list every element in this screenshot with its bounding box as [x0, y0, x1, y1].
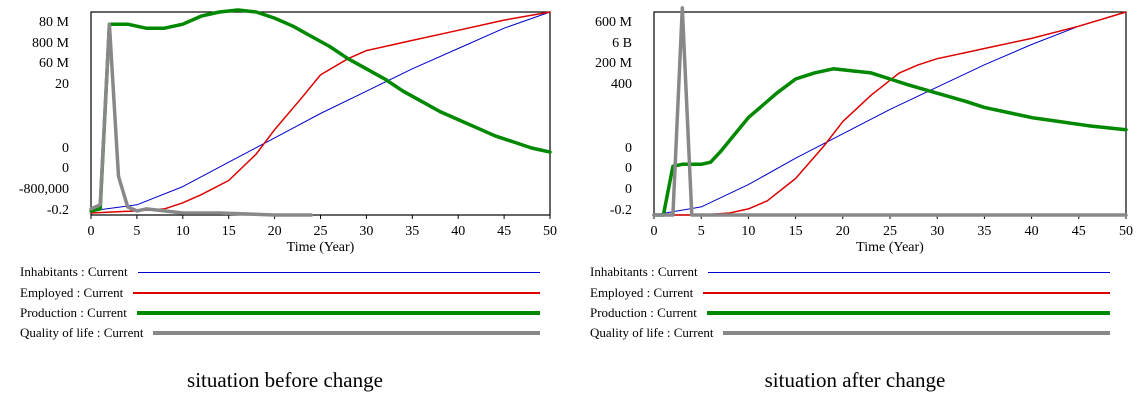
- series-line: [89, 22, 314, 217]
- legend-label: Quality of life : Current: [590, 325, 714, 340]
- series-line: [652, 6, 1128, 217]
- x-tick-label: 25: [883, 224, 897, 239]
- x-tick-label: 50: [543, 224, 557, 239]
- x-axis-label: Time (Year): [287, 240, 355, 255]
- x-tick-label: 0: [88, 224, 95, 239]
- x-tick-label: 10: [176, 224, 190, 239]
- x-tick-label: 40: [1025, 224, 1039, 239]
- y-tick-label: 20: [55, 77, 69, 92]
- legend-swatch: [136, 311, 540, 315]
- chart-panel-before: 80 M 800 M 60 M 20 0 0 -800,000 -0.2 0 5 10 15 20 25 3…: [19, 8, 557, 392]
- chart-panel-after: 600 M 6 B 200 M 400 0 0 0 -0.2 0 5 10 15 20 25 30 35 40 4…: [570, 0, 1140, 407]
- x-tick-label: 10: [741, 224, 755, 239]
- x-tick-label: 45: [497, 224, 511, 239]
- legend-swatch: [137, 271, 540, 273]
- x-tick-label: 15: [789, 224, 803, 239]
- x-tick-label: 30: [359, 224, 373, 239]
- series-line: [90, 11, 551, 212]
- y-tick-label: 0: [625, 141, 632, 156]
- legend-after: Inhabitants : Current Employed : Current P…: [590, 262, 1110, 352]
- y-tick-label: 0: [62, 161, 69, 176]
- legend-item: Employed : Current: [20, 283, 540, 303]
- y-tick-label: 60 M: [39, 56, 70, 71]
- x-tick-label: 20: [836, 224, 850, 239]
- chart-caption-before: situation before change: [187, 368, 383, 392]
- legend-swatch: [706, 311, 1110, 315]
- legend-swatch: [133, 292, 540, 294]
- legend-item: Quality of life : Current: [20, 323, 540, 343]
- y-tick-label: 6 B: [612, 36, 632, 51]
- y-tick-label: 0: [625, 182, 632, 197]
- x-tick-label: 50: [1119, 224, 1133, 239]
- x-tick-label: 35: [405, 224, 419, 239]
- x-tick-label: 15: [222, 224, 236, 239]
- chart-caption-after: situation after change: [764, 368, 946, 392]
- series-line: [652, 67, 1128, 217]
- x-tick-label: 25: [314, 224, 328, 239]
- legend-item: Production : Current: [590, 303, 1110, 323]
- y-tick-label: 800 M: [32, 36, 70, 51]
- x-tick-label: 45: [1072, 224, 1086, 239]
- x-tick-label: 35: [977, 224, 991, 239]
- legend-item: Employed : Current: [590, 283, 1110, 303]
- legend-label: Production : Current: [590, 305, 697, 320]
- legend-swatch: [723, 331, 1110, 335]
- x-tick-label: 0: [651, 224, 658, 239]
- legend-label: Inhabitants : Current: [20, 264, 128, 279]
- line-chart-after: 600 M 6 B 200 M 400 0 0 0 -0.2 0 5 10 15 20 25 30 35 40 4…: [595, 6, 1133, 255]
- y-tick-label: -0.2: [47, 203, 69, 218]
- legend-before: Inhabitants : Current Employed : Current P…: [20, 262, 540, 352]
- legend-swatch: [153, 331, 540, 335]
- x-axis-label: Time (Year): [856, 240, 924, 255]
- y-tick-label: 200 M: [595, 56, 633, 71]
- y-tick-label: 600 M: [595, 15, 633, 30]
- y-tick-label: -800,000: [19, 182, 69, 197]
- legend-label: Employed : Current: [20, 285, 124, 300]
- legend-item: Production : Current: [20, 303, 540, 323]
- legend-swatch: [707, 271, 1110, 273]
- x-tick-label: 20: [268, 224, 282, 239]
- y-tick-label: 0: [62, 141, 69, 156]
- y-tick-label: 0: [625, 161, 632, 176]
- legend-item: Inhabitants : Current: [20, 262, 540, 282]
- legend-item: Quality of life : Current: [590, 323, 1110, 343]
- legend-label: Inhabitants : Current: [590, 264, 698, 279]
- series-line: [89, 8, 552, 213]
- plot-frame: [653, 11, 1127, 216]
- x-tick-label: 5: [133, 224, 140, 239]
- legend-label: Employed : Current: [590, 285, 694, 300]
- y-tick-label: -0.2: [610, 203, 632, 218]
- legend-label: Production : Current: [20, 305, 127, 320]
- x-tick-label: 40: [451, 224, 465, 239]
- series-line: [653, 11, 1127, 216]
- legend-swatch: [703, 292, 1110, 294]
- y-tick-label: 400: [611, 77, 632, 92]
- x-tick-label: 5: [698, 224, 705, 239]
- x-tick-label: 30: [930, 224, 944, 239]
- legend-label: Quality of life : Current: [20, 325, 144, 340]
- line-chart-before: 80 M 800 M 60 M 20 0 0 -800,000 -0.2 0 5 10 15 20 25 3…: [19, 8, 557, 255]
- series-line: [90, 11, 551, 214]
- series-line: [653, 11, 1127, 216]
- y-tick-label: 80 M: [39, 15, 70, 30]
- legend-item: Inhabitants : Current: [590, 262, 1110, 282]
